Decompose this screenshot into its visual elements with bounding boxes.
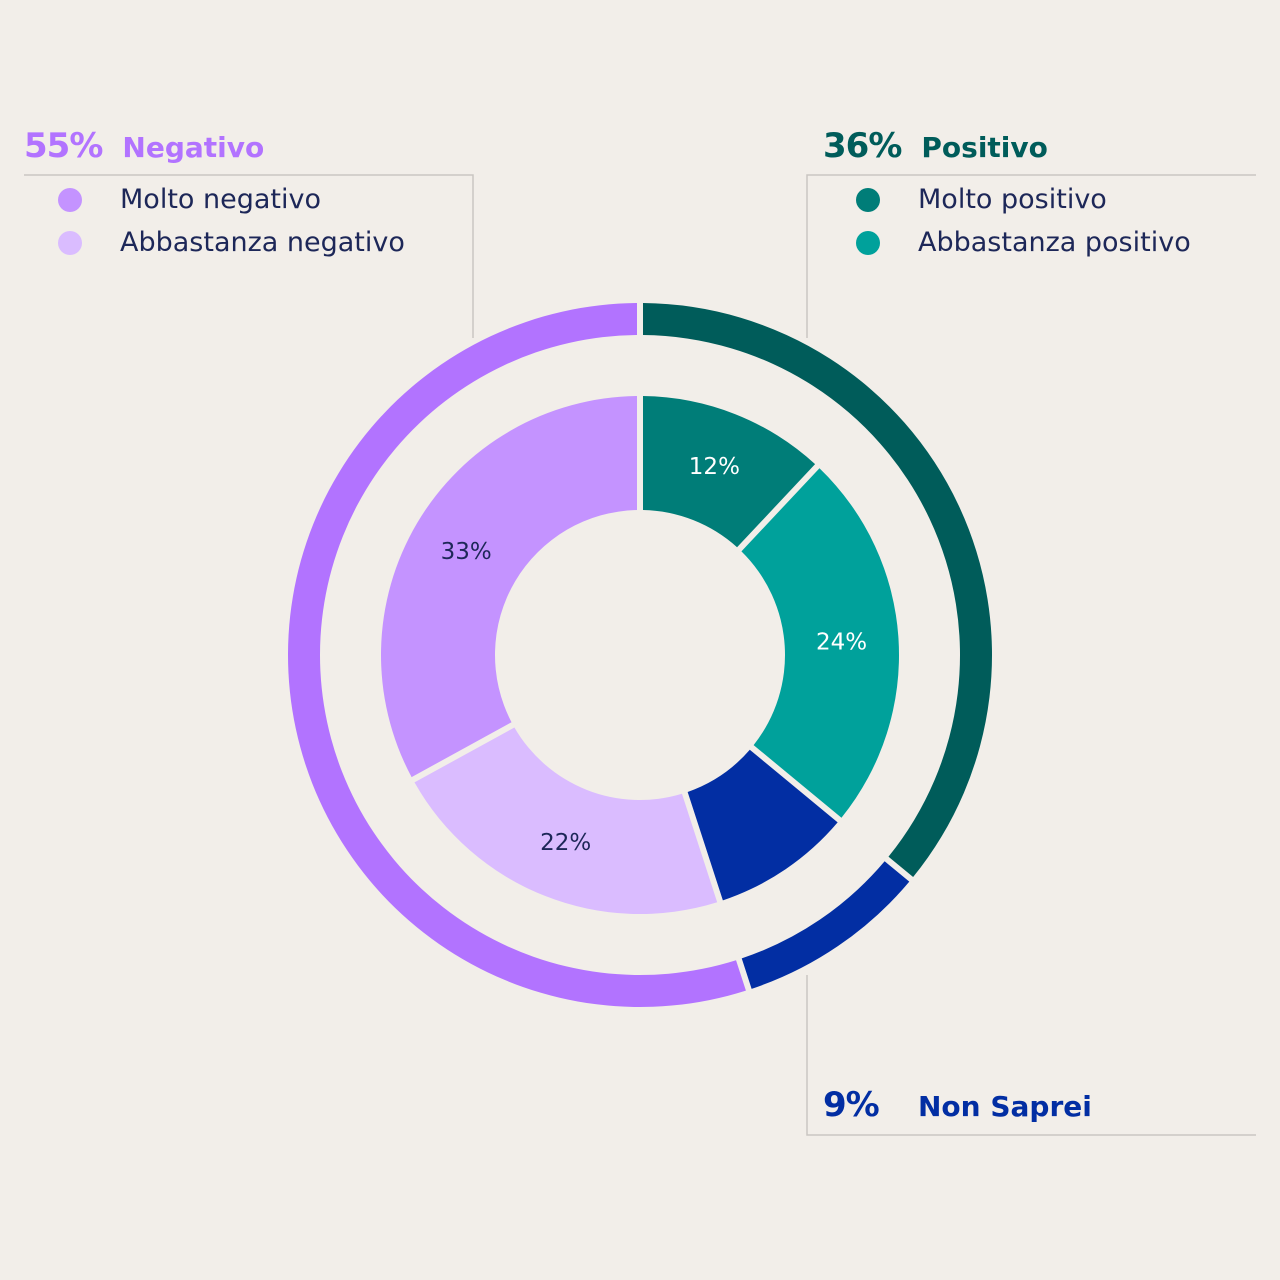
inner-ring-slice-molto-positivo xyxy=(642,396,816,548)
legend-dot xyxy=(58,188,82,212)
slice-label-molto-negativo: 33% xyxy=(441,539,492,565)
positive-group-name: Positivo xyxy=(921,131,1048,164)
legend-unknown: 9% Non Saprei xyxy=(823,1085,1263,1137)
positive-percent: 36% xyxy=(823,126,902,166)
unknown-percent: 9% xyxy=(823,1085,880,1125)
outer-ring-slice-positivo xyxy=(642,303,993,878)
negative-leader-line xyxy=(24,174,474,338)
leader-lines xyxy=(24,174,1256,1136)
inner-ring xyxy=(381,396,899,914)
slice-labels: 12% 24% 22% 33% xyxy=(441,454,868,856)
legend-item-abbastanza-positivo: Abbastanza positivo xyxy=(822,221,1263,264)
legend-label: Molto positivo xyxy=(918,184,1107,215)
legend-item-molto-negativo: Molto negativo xyxy=(24,178,474,221)
slice-label-abbastanza-negativo: 22% xyxy=(540,830,591,856)
legend-dot xyxy=(856,188,880,212)
legend-item-molto-positivo: Molto positivo xyxy=(822,178,1263,221)
negative-percent: 55% xyxy=(24,126,103,166)
slice-label-abbastanza-positivo: 24% xyxy=(816,629,867,655)
inner-ring-slice-molto-negativo xyxy=(381,396,638,778)
inner-ring-slice-abbastanza-negativo xyxy=(414,727,718,914)
slice-label-molto-positivo: 12% xyxy=(689,454,740,480)
outer-ring xyxy=(288,303,993,1007)
legend-dot xyxy=(58,231,82,255)
legend-negative: 55% Negativo Molto negativo Abbastanza n… xyxy=(24,126,474,264)
unknown-group-name: Non Saprei xyxy=(918,1090,1092,1123)
outer-ring-slice-non-saprei xyxy=(741,861,910,989)
inner-ring-slice-non-saprei xyxy=(687,749,838,901)
legend-positive: 36% Positivo Molto positivo Abbastanza p… xyxy=(823,126,1263,264)
unknown-leader-line xyxy=(806,975,1256,1136)
legend-dot xyxy=(856,231,880,255)
legend-item-abbastanza-negativo: Abbastanza negativo xyxy=(24,221,474,264)
negative-group-name: Negativo xyxy=(122,131,265,164)
legend-label: Abbastanza negativo xyxy=(120,227,405,258)
inner-ring-slice-abbastanza-positivo xyxy=(741,468,899,818)
legend-label: Molto negativo xyxy=(120,184,321,215)
legend-label: Abbastanza positivo xyxy=(918,227,1191,258)
positive-leader-line xyxy=(806,174,1256,338)
